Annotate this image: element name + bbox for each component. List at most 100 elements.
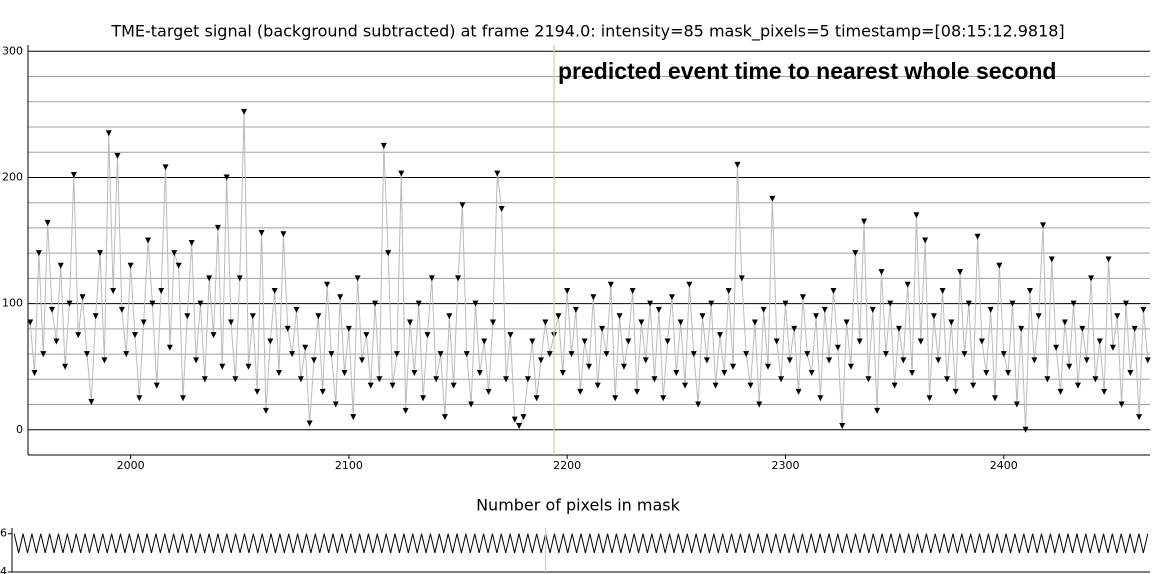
data-point <box>158 288 165 294</box>
data-point <box>799 294 806 301</box>
data-point <box>341 370 348 376</box>
data-point <box>677 319 684 326</box>
data-point <box>271 288 278 294</box>
data-point <box>258 229 265 236</box>
data-point <box>568 351 575 358</box>
data-point <box>428 275 435 282</box>
x-tick-label: 2100 <box>335 459 363 472</box>
data-point <box>407 319 414 326</box>
data-point <box>179 395 186 402</box>
data-point <box>35 250 42 257</box>
data-point <box>1122 300 1129 307</box>
data-point <box>1131 325 1138 332</box>
data-point <box>498 206 505 212</box>
data-point <box>564 288 571 294</box>
data-point <box>276 370 283 376</box>
data-point <box>262 407 269 414</box>
data-point <box>1105 256 1112 263</box>
chart-title: TME-target signal (background subtracted… <box>110 22 1064 42</box>
data-point <box>738 275 745 282</box>
data-point <box>485 388 492 395</box>
data-point <box>970 382 977 389</box>
data-point <box>1022 426 1029 433</box>
data-point <box>363 332 370 339</box>
data-point <box>1144 357 1151 364</box>
data-point <box>97 250 104 257</box>
data-point <box>638 319 645 326</box>
y-tick-label: 4 <box>0 565 7 574</box>
data-point <box>127 262 134 269</box>
data-point <box>420 395 427 402</box>
data-point <box>110 288 117 294</box>
data-point <box>922 237 929 244</box>
data-point <box>503 376 510 383</box>
data-point <box>821 306 828 313</box>
data-point <box>145 237 152 244</box>
data-point <box>730 363 737 370</box>
data-point <box>345 325 352 332</box>
data-point <box>1057 388 1064 395</box>
data-point <box>769 195 776 202</box>
data-point <box>310 357 317 364</box>
data-point <box>1118 401 1125 408</box>
data-point <box>75 332 82 339</box>
data-point <box>437 351 444 358</box>
data-point <box>603 351 610 358</box>
data-point <box>441 414 448 421</box>
data-point <box>682 382 689 389</box>
data-point <box>389 382 396 389</box>
series-line <box>29 111 1149 430</box>
data-point <box>930 313 937 320</box>
data-point <box>708 300 715 307</box>
data-point <box>267 338 274 345</box>
data-point <box>49 306 56 313</box>
data-point <box>734 161 741 168</box>
data-point <box>219 363 226 370</box>
data-point <box>354 275 361 282</box>
data-point <box>297 376 304 383</box>
data-point <box>57 262 64 269</box>
data-point <box>376 376 383 383</box>
data-point <box>743 351 750 358</box>
data-point <box>795 388 802 395</box>
data-point <box>1053 344 1060 351</box>
data-point <box>27 319 34 326</box>
data-point <box>1048 256 1055 263</box>
data-point <box>642 357 649 364</box>
data-point <box>140 319 147 326</box>
data-point <box>843 319 850 326</box>
data-point <box>1101 388 1108 395</box>
data-point <box>88 399 95 406</box>
data-point <box>328 351 335 358</box>
data-point <box>943 376 950 383</box>
data-point <box>904 281 911 288</box>
data-point <box>1018 325 1025 332</box>
data-point <box>1000 351 1007 358</box>
data-point <box>280 231 287 238</box>
data-point <box>612 395 619 402</box>
data-point <box>996 262 1003 269</box>
y-tick-label: 0 <box>16 423 23 436</box>
data-point <box>957 269 964 276</box>
data-point <box>415 300 422 307</box>
data-point <box>546 351 553 358</box>
series-line <box>13 533 1149 553</box>
data-point <box>961 351 968 358</box>
data-point <box>926 395 933 402</box>
data-point <box>773 338 780 345</box>
data-point <box>695 401 702 408</box>
data-point <box>481 338 488 345</box>
data-point <box>507 332 514 339</box>
data-point <box>197 300 204 307</box>
data-point <box>101 357 108 364</box>
data-point <box>716 332 723 339</box>
data-point <box>751 319 758 326</box>
data-point <box>856 338 863 345</box>
data-point <box>123 351 130 358</box>
data-point <box>228 319 235 326</box>
chart-title: Number of pixels in mask <box>476 496 681 515</box>
data-point <box>398 170 405 177</box>
data-point <box>542 319 549 326</box>
data-point <box>62 363 69 370</box>
